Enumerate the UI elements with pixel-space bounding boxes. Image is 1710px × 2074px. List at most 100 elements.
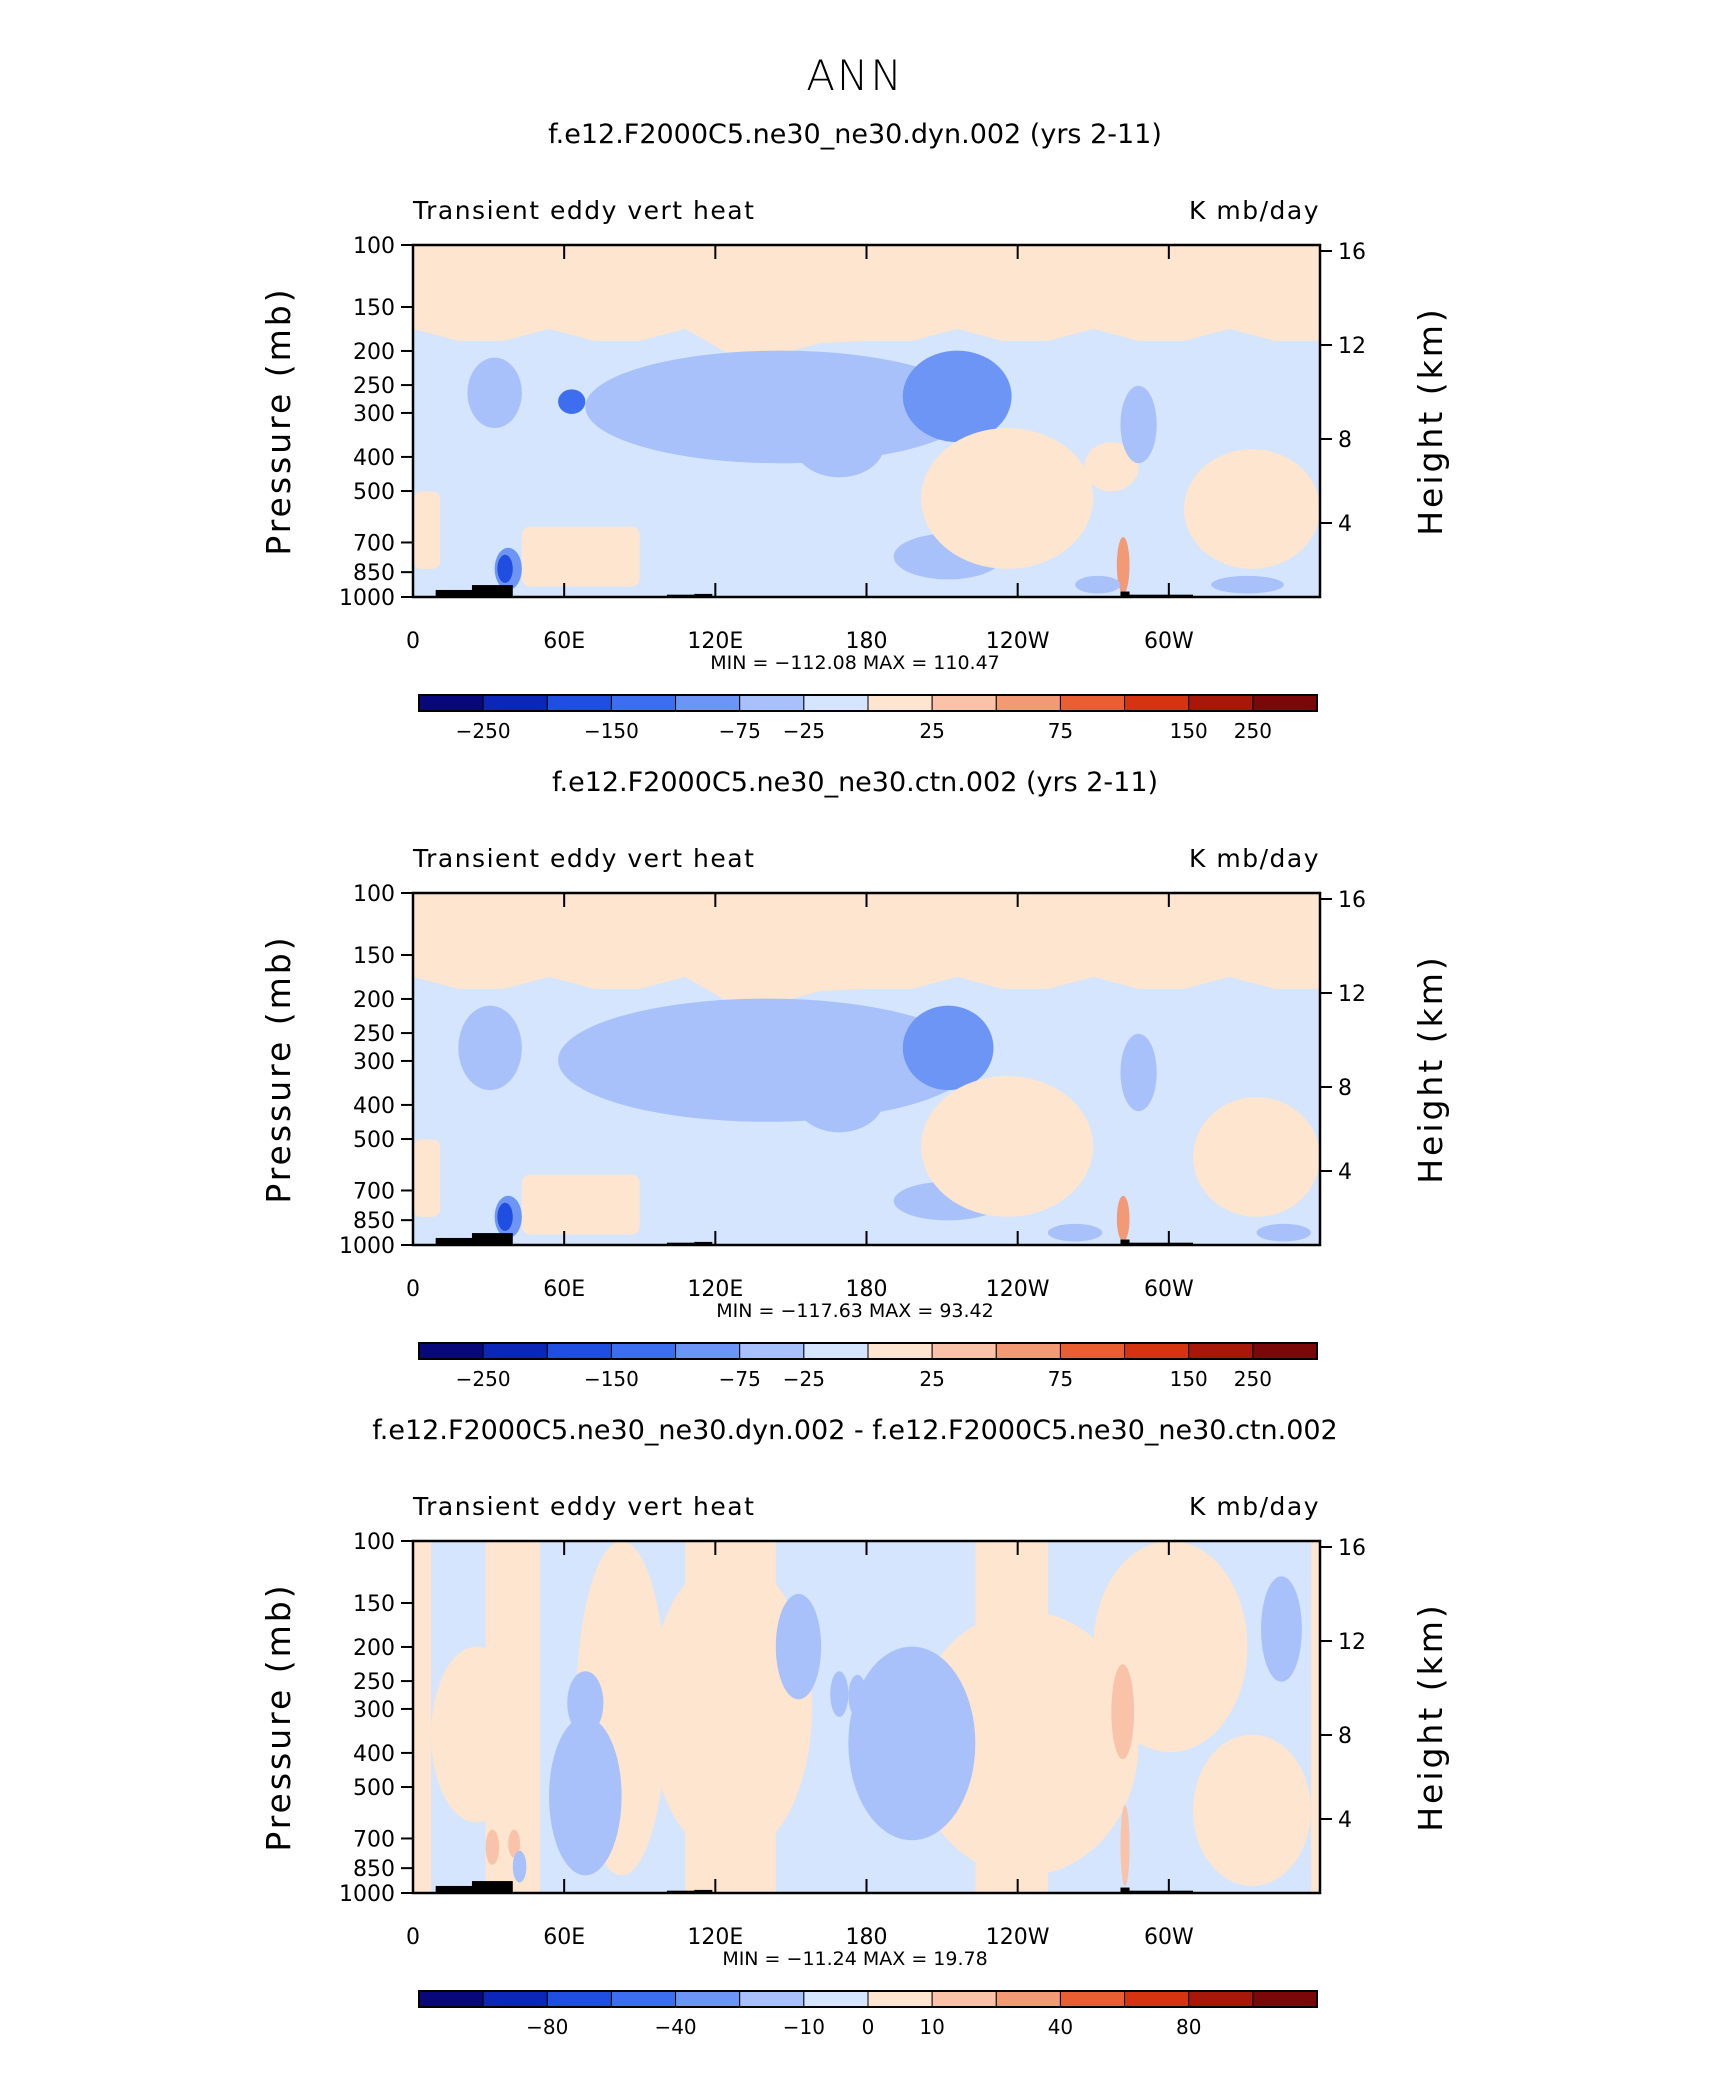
contour-region <box>1120 1805 1130 1886</box>
x-tick-label: 60W <box>1144 629 1194 654</box>
y-tick-label: 1000 <box>339 1882 395 1907</box>
contour-region <box>1047 1223 1103 1242</box>
y-tick-label: 850 <box>353 561 395 586</box>
right-tick-label: 16 <box>1338 1536 1366 1561</box>
colorbar-box <box>867 1990 933 2008</box>
contour-region <box>1120 385 1157 464</box>
y-tick-label: 250 <box>353 1022 395 1047</box>
colorbar-box <box>482 1342 548 1360</box>
contour-region <box>793 1061 885 1133</box>
right-axis-label: Height (km) <box>1411 954 1450 1184</box>
contour-region <box>902 1005 994 1091</box>
positive-stripe <box>1310 1541 1320 1893</box>
contour-region <box>549 1717 622 1876</box>
x-tick-label: 60E <box>543 1277 585 1302</box>
right-tick-label: 8 <box>1338 1076 1352 1101</box>
colorbar-box <box>675 1342 741 1360</box>
contour-region <box>1120 1033 1157 1112</box>
contour-region <box>775 1593 822 1700</box>
colorbar-box <box>1252 1342 1318 1360</box>
upper-positive-band <box>413 245 1320 355</box>
colorbar-box <box>995 1990 1061 2008</box>
colorbar-label: −25 <box>783 1367 825 1391</box>
colorbar-box <box>1188 694 1254 712</box>
colorbar-box <box>803 694 869 712</box>
colorbar-label: 250 <box>1234 1367 1272 1391</box>
contour-region <box>911 1611 1139 1876</box>
contour-region <box>1183 449 1320 569</box>
left-string: Transient eddy vert heat <box>412 844 755 873</box>
x-tick-label: 0 <box>406 629 420 654</box>
y-axis-label: Pressure (mb) <box>259 1582 298 1851</box>
y-tick-label: 200 <box>353 988 395 1013</box>
colorbar-box <box>739 1990 805 2008</box>
colorbar-box <box>931 1342 997 1360</box>
y-tick-label: 100 <box>353 1530 395 1555</box>
y-tick-label: 200 <box>353 1636 395 1661</box>
colorbar-box <box>546 1990 612 2008</box>
colorbar-box <box>1124 694 1190 712</box>
right-tick-label: 16 <box>1338 888 1366 913</box>
orography <box>435 589 477 597</box>
colorbar-label: −25 <box>783 719 825 743</box>
contour-region <box>848 1674 867 1717</box>
contour-region <box>1084 442 1139 492</box>
colorbar-box <box>546 694 612 712</box>
orography <box>694 1889 713 1893</box>
y-tick-label: 850 <box>353 1209 395 1234</box>
x-tick-label: 120W <box>986 1277 1050 1302</box>
orography <box>471 1881 513 1893</box>
contour-region <box>485 1829 500 1865</box>
plot-area <box>413 245 1320 597</box>
colorbar-box <box>1124 1342 1190 1360</box>
y-tick-label: 200 <box>353 340 395 365</box>
orography <box>435 1885 477 1893</box>
colorbar-box <box>1188 1990 1254 2008</box>
colorbar-label: 150 <box>1170 719 1208 743</box>
colorbar-label: 75 <box>1048 1367 1073 1391</box>
contour-region <box>1256 1223 1311 1242</box>
left-string: Transient eddy vert heat <box>412 1492 755 1521</box>
x-tick-label: 120W <box>986 629 1050 654</box>
panel-3: f.e12.F2000C5.ne30_ne30.dyn.002 - f.e12.… <box>259 1415 1450 2039</box>
x-tick-label: 120E <box>687 1277 743 1302</box>
right-tick-label: 12 <box>1338 982 1366 1007</box>
colorbar-box <box>1188 1342 1254 1360</box>
colorbar-label: 0 <box>862 2015 875 2039</box>
y-tick-label: 300 <box>353 402 395 427</box>
y-tick-label: 300 <box>353 1050 395 1075</box>
colorbar-box <box>482 1990 548 2008</box>
y-tick-label: 150 <box>353 1592 395 1617</box>
x-tick-label: 120E <box>687 629 743 654</box>
right-tick-label: 8 <box>1338 1724 1352 1749</box>
orography <box>471 1233 513 1245</box>
colorbar-box <box>995 694 1061 712</box>
colorbar-label: 75 <box>1048 719 1073 743</box>
y-tick-label: 400 <box>353 446 395 471</box>
colorbar-frame <box>418 1990 1318 2008</box>
colorbar-label: −80 <box>526 2015 568 2039</box>
x-tick-label: 180 <box>846 629 888 654</box>
min-max-text: MIN = −11.24 MAX = 19.78 <box>722 1948 987 1970</box>
panel-title: f.e12.F2000C5.ne30_ne30.ctn.002 (yrs 2-1… <box>552 767 1158 798</box>
colorbar-label: 10 <box>919 2015 944 2039</box>
colorbar-frame <box>418 1342 1318 1360</box>
colorbar-box <box>1059 694 1126 712</box>
colorbar-box <box>1252 694 1318 712</box>
x-tick-label: 0 <box>406 1277 420 1302</box>
contour-region <box>521 526 640 587</box>
orography <box>471 585 513 597</box>
colorbar-box <box>546 1342 612 1360</box>
y-tick-label: 100 <box>353 234 395 259</box>
contour-region <box>793 410 885 478</box>
contour-region <box>467 357 522 429</box>
min-max-text: MIN = −112.08 MAX = 110.47 <box>710 652 1000 674</box>
right-tick-label: 4 <box>1338 1808 1352 1833</box>
contour-region <box>830 1671 849 1717</box>
colorbar-label: −150 <box>584 719 639 743</box>
upper-positive-band <box>413 893 1320 1003</box>
contour-region <box>1111 1664 1135 1760</box>
y-tick-label: 250 <box>353 1670 395 1695</box>
units-label: K mb/day <box>1189 1492 1320 1521</box>
